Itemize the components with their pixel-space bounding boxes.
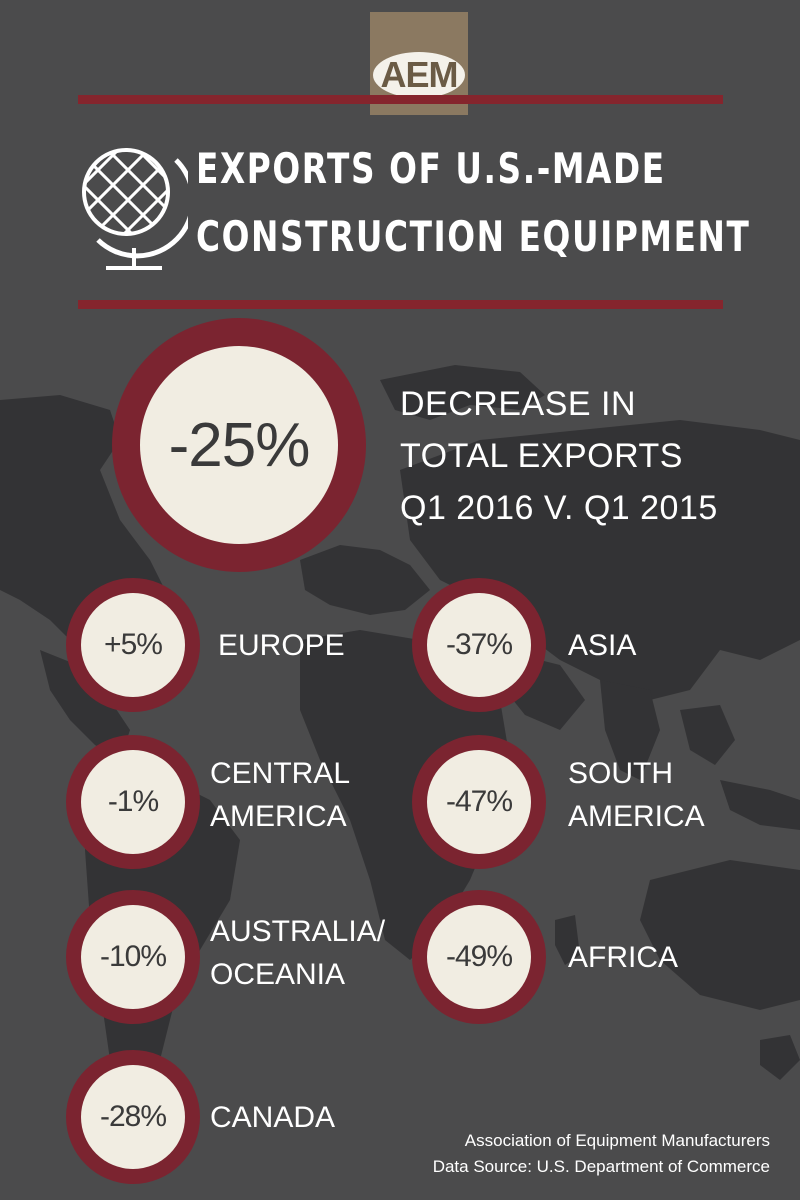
region-ring-central-america: -1%	[66, 735, 200, 869]
footer-line-2: Data Source: U.S. Department of Commerce	[432, 1157, 770, 1176]
region-label-south-america: SOUTH AMERICA	[568, 757, 705, 833]
region-value-south-america: -47%	[427, 750, 531, 854]
title-line-1: EXPORTS OF U.S.-MADE	[196, 144, 666, 193]
headline-stat-value: -25%	[140, 346, 338, 544]
region-value-australia-oceania: -10%	[81, 905, 185, 1009]
region-value-canada: -28%	[81, 1065, 185, 1169]
title-line-2: CONSTRUCTION EQUIPMENT	[196, 212, 751, 261]
headline-stat-ring: -25%	[112, 318, 366, 572]
region-ring-asia: -37%	[412, 578, 546, 712]
footer-line-1: Association of Equipment Manufacturers	[464, 1131, 770, 1150]
region-ring-australia-oceania: -10%	[66, 890, 200, 1024]
footer-credit: Association of Equipment Manufacturers D…	[433, 1128, 770, 1180]
title-rule-bottom	[78, 300, 723, 309]
region-ring-europe: +5%	[66, 578, 200, 712]
region-value-asia: -37%	[427, 593, 531, 697]
globe-icon	[82, 148, 188, 270]
region-label-central-america: CENTRAL AMERICA	[210, 757, 351, 833]
logo-oval	[373, 52, 465, 98]
region-label-europe: EUROPE	[218, 629, 345, 662]
region-value-europe: +5%	[81, 593, 185, 697]
region-label-asia: ASIA	[568, 629, 637, 662]
region-label-australia-oceania: AUSTRALIA/ OCEANIA	[210, 915, 386, 991]
title-rule-top	[78, 95, 723, 104]
logo-text: AEM	[380, 54, 459, 95]
headline-description: DECREASE IN TOTAL EXPORTS Q1 2016 V. Q1 …	[400, 385, 718, 527]
region-label-canada: CANADA	[210, 1101, 336, 1134]
region-ring-south-america: -47%	[412, 735, 546, 869]
region-ring-canada: -28%	[66, 1050, 200, 1184]
region-label-africa: AFRICA	[568, 941, 679, 974]
region-value-africa: -49%	[427, 905, 531, 1009]
region-ring-africa: -49%	[412, 890, 546, 1024]
region-value-central-america: -1%	[81, 750, 185, 854]
